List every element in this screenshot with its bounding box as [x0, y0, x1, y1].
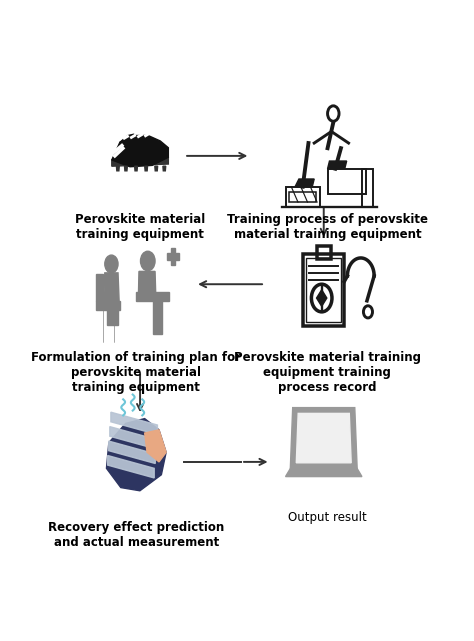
Text: Formulation of training plan for
perovskite material
training equipment: Formulation of training plan for perovsk… [31, 351, 241, 394]
Polygon shape [296, 413, 351, 463]
Polygon shape [104, 273, 119, 301]
Polygon shape [117, 166, 119, 171]
Polygon shape [111, 412, 157, 435]
Polygon shape [108, 456, 154, 478]
Polygon shape [96, 301, 120, 310]
Polygon shape [285, 469, 362, 477]
Polygon shape [317, 290, 327, 306]
Polygon shape [107, 419, 166, 491]
Polygon shape [107, 301, 112, 325]
Polygon shape [290, 408, 357, 469]
Circle shape [140, 251, 155, 271]
Polygon shape [136, 292, 169, 301]
Polygon shape [112, 301, 118, 325]
Text: Perovskite material training
equipment training
process record: Perovskite material training equipment t… [234, 351, 421, 394]
Bar [167, 253, 179, 260]
Polygon shape [138, 271, 156, 301]
Circle shape [105, 255, 118, 273]
Text: Training process of perovskite
material training equipment: Training process of perovskite material … [227, 213, 428, 240]
Polygon shape [145, 166, 147, 171]
Polygon shape [328, 161, 346, 169]
Polygon shape [112, 157, 168, 166]
Polygon shape [112, 135, 168, 167]
Polygon shape [155, 166, 158, 171]
Text: Output result: Output result [288, 512, 367, 524]
Polygon shape [125, 166, 128, 171]
Polygon shape [96, 274, 102, 301]
Polygon shape [135, 166, 137, 171]
Text: Perovskite material
training equipment: Perovskite material training equipment [75, 213, 205, 240]
Polygon shape [145, 430, 166, 462]
Polygon shape [109, 441, 155, 463]
Polygon shape [110, 427, 156, 449]
Polygon shape [120, 134, 134, 144]
Text: Recovery effect prediction
and actual measurement: Recovery effect prediction and actual me… [48, 521, 225, 549]
Polygon shape [163, 166, 166, 171]
Polygon shape [153, 301, 162, 333]
Polygon shape [295, 179, 314, 187]
Bar [171, 248, 175, 265]
